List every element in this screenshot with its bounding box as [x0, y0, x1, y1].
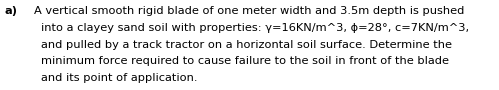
Text: a): a)	[5, 6, 18, 16]
Text: A vertical smooth rigid blade of one meter width and 3.5m depth is pushed: A vertical smooth rigid blade of one met…	[34, 6, 464, 16]
Text: minimum force required to cause failure to the soil in front of the blade: minimum force required to cause failure …	[41, 56, 449, 66]
Text: and its point of application.: and its point of application.	[41, 73, 198, 83]
Text: into a clayey sand soil with properties: γ=16KN/m^3, ϕ=28°, c=7KN/m^3,: into a clayey sand soil with properties:…	[41, 23, 469, 33]
Text: and pulled by a track tractor on a horizontal soil surface. Determine the: and pulled by a track tractor on a horiz…	[41, 40, 452, 50]
